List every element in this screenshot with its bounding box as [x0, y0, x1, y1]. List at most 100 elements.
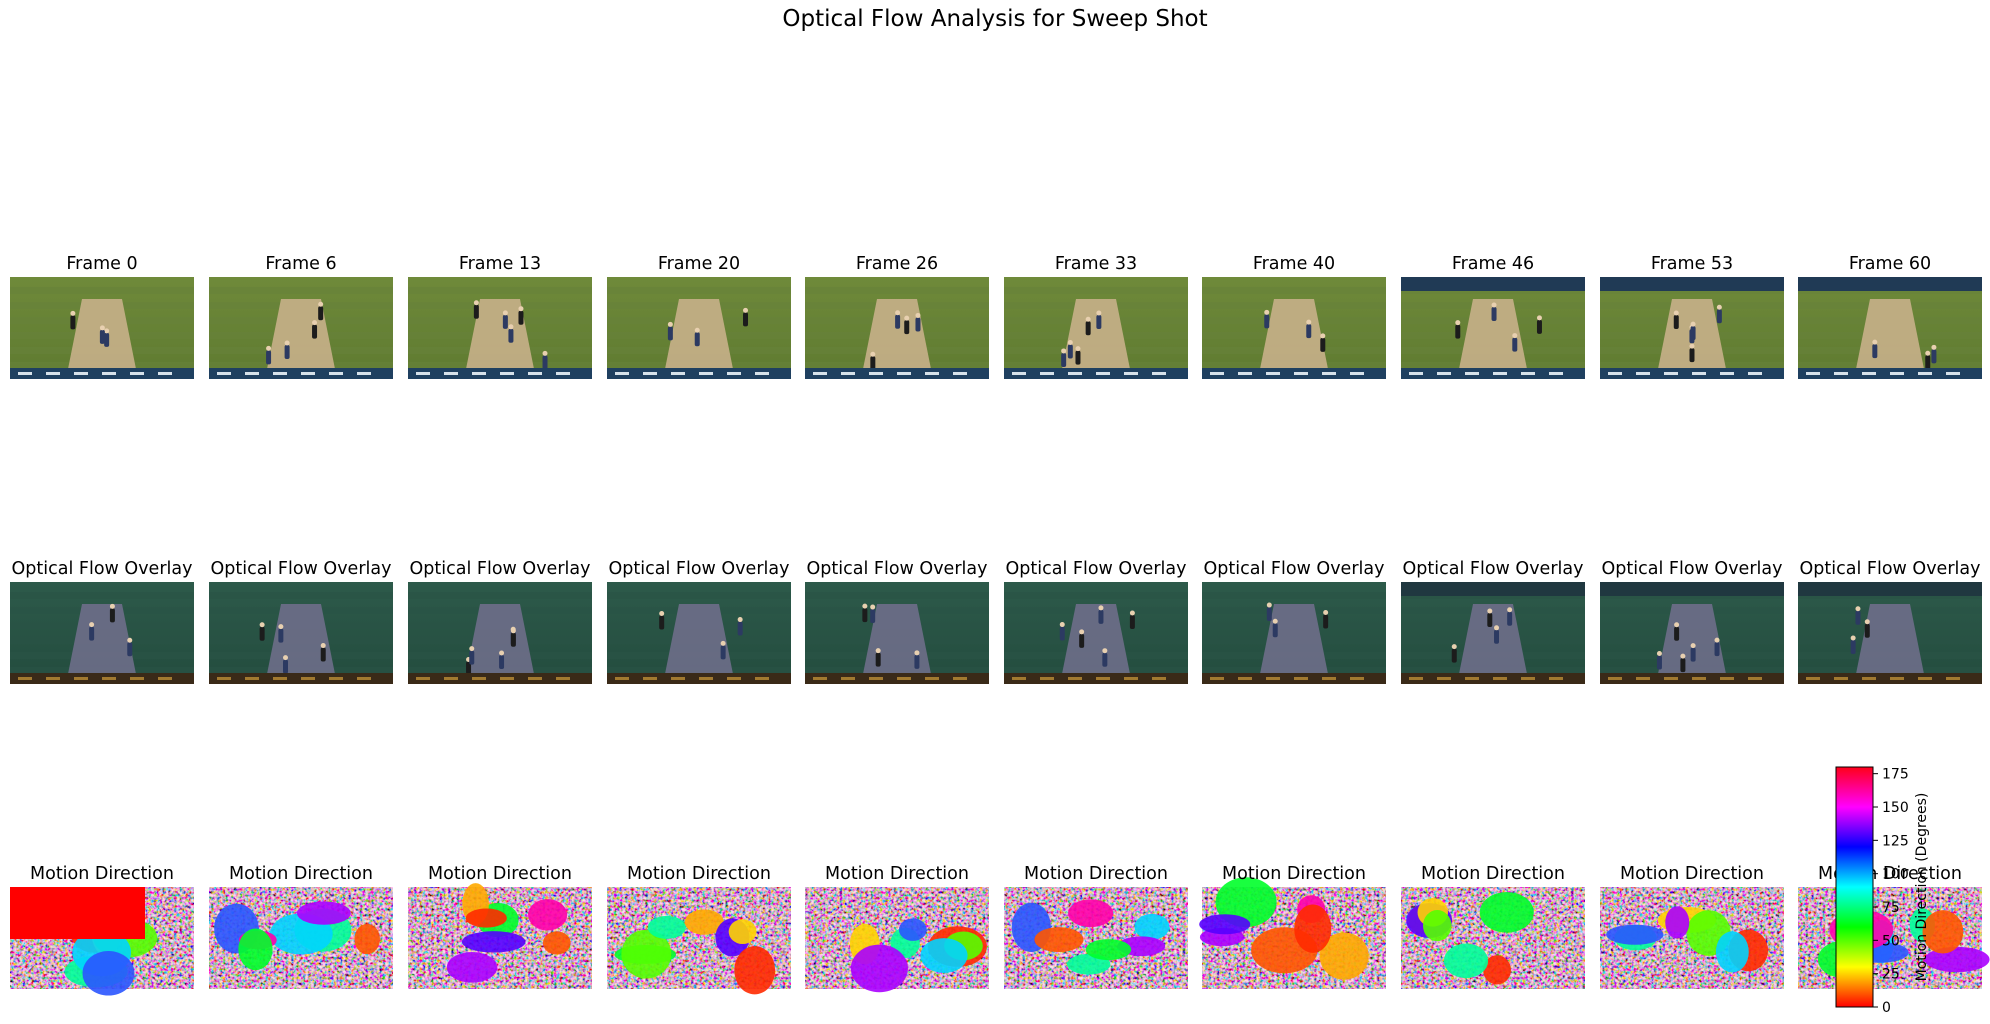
- ticker-text: [841, 677, 855, 680]
- ticker-text: [18, 677, 32, 680]
- frames-panel-1: Frame 6: [209, 254, 393, 379]
- player-head: [1059, 622, 1065, 628]
- ticker-text: [1692, 372, 1706, 375]
- player-head: [518, 306, 524, 312]
- panel-title: Frame 20: [658, 254, 740, 274]
- direction-panel-0: Motion Direction: [10, 864, 194, 996]
- ticker-text: [755, 677, 769, 680]
- ticker-text: [528, 372, 542, 375]
- player-figure: [1061, 352, 1067, 367]
- ticker-text: [727, 677, 741, 680]
- panel-title: Optical Flow Overlay: [1204, 559, 1385, 579]
- panel-title: Frame 26: [856, 254, 938, 274]
- player-head: [720, 640, 726, 646]
- panel-title: Frame 0: [66, 254, 137, 274]
- player-head: [1714, 637, 1720, 643]
- player-figure: [914, 654, 920, 669]
- player-head: [1689, 343, 1695, 349]
- panel-title: Frame 53: [1651, 254, 1733, 274]
- ticker-text: [301, 677, 315, 680]
- player-head: [1320, 333, 1326, 339]
- overlay-panel-2: Optical Flow Overlay: [408, 559, 592, 684]
- ticker-text: [1409, 372, 1423, 375]
- player-figure: [502, 314, 508, 329]
- player-head: [320, 643, 326, 649]
- ticker-text: [1946, 372, 1960, 375]
- player-head: [915, 312, 921, 318]
- player-figure: [862, 608, 868, 623]
- panel-title: Optical Flow Overlay: [1403, 559, 1584, 579]
- ticker-text: [869, 677, 883, 680]
- player-head: [104, 328, 110, 334]
- panel-title: Optical Flow Overlay: [1006, 559, 1187, 579]
- panel-title: Optical Flow Overlay: [211, 559, 392, 579]
- player-figure: [1059, 626, 1065, 641]
- turf-stripe: [1004, 592, 1188, 599]
- player-head: [99, 325, 105, 331]
- panel-title: Motion Direction: [1421, 864, 1565, 884]
- panel-title: Optical Flow Overlay: [807, 559, 988, 579]
- ticker-text: [1521, 372, 1535, 375]
- player-head: [1323, 610, 1329, 616]
- frames-panel-0: Frame 0: [10, 254, 194, 379]
- ticker-text: [755, 372, 769, 375]
- ticker-text: [416, 372, 430, 375]
- ticker-text: [1040, 372, 1054, 375]
- motion-blob: [1665, 906, 1690, 939]
- ticker-text: [1834, 372, 1848, 375]
- ticker-text: [1720, 677, 1734, 680]
- ticker-text: [1493, 372, 1507, 375]
- frames-panel-2: Frame 13: [408, 254, 592, 379]
- turf-stripe: [805, 287, 989, 294]
- colorbar-tick-label: 150: [1882, 800, 1909, 816]
- player-head: [694, 327, 700, 333]
- player-figure: [875, 652, 881, 667]
- panel-title: Optical Flow Overlay: [1800, 559, 1981, 579]
- overlay-panel-3: Optical Flow Overlay: [607, 559, 791, 684]
- panel-title: Optical Flow Overlay: [410, 559, 591, 579]
- player-figure: [1067, 344, 1073, 359]
- panel-title: Optical Flow Overlay: [12, 559, 193, 579]
- pitch-strip: [1459, 299, 1527, 369]
- motion-blob: [1319, 932, 1369, 980]
- player-head: [1656, 650, 1662, 656]
- ticker-text: [472, 677, 486, 680]
- ticker-text: [357, 372, 371, 375]
- player-figure: [542, 355, 548, 370]
- ticker-text: [444, 372, 458, 375]
- stands: [1600, 277, 1784, 291]
- player-head: [1075, 346, 1081, 352]
- direction-panel-8: Motion Direction: [1600, 864, 1784, 989]
- ticker-text: [1152, 677, 1166, 680]
- ticker-text: [1152, 372, 1166, 375]
- player-figure: [720, 645, 726, 660]
- player-figure: [259, 626, 265, 641]
- player-head: [1690, 643, 1696, 649]
- ticker-text: [1664, 677, 1678, 680]
- ticker-text: [1437, 372, 1451, 375]
- ticker-text: [671, 677, 685, 680]
- player-figure: [466, 661, 472, 676]
- player-head: [1864, 619, 1870, 625]
- motion-blob: [728, 919, 757, 945]
- player-figure: [499, 654, 505, 669]
- player-figure: [1864, 623, 1870, 638]
- motion-blob: [527, 899, 568, 931]
- panel-title: Motion Direction: [428, 864, 572, 884]
- player-figure: [318, 306, 324, 321]
- ticker-text: [1040, 677, 1054, 680]
- stands: [1401, 277, 1585, 291]
- player-head: [1491, 302, 1497, 308]
- ticker-text: [1862, 677, 1876, 680]
- ticker-text: [1549, 677, 1563, 680]
- motion-blob: [850, 944, 908, 993]
- direction-panel-3: Motion Direction: [607, 864, 791, 995]
- figure-title: Optical Flow Analysis for Sweep Shot: [782, 6, 1207, 32]
- player-head: [1680, 653, 1686, 659]
- ticker-text: [841, 372, 855, 375]
- ticker-text: [1549, 372, 1563, 375]
- motion-blob: [446, 952, 498, 983]
- turf-stripe: [1202, 592, 1386, 599]
- player-head: [1306, 319, 1312, 325]
- player-figure: [1272, 623, 1278, 638]
